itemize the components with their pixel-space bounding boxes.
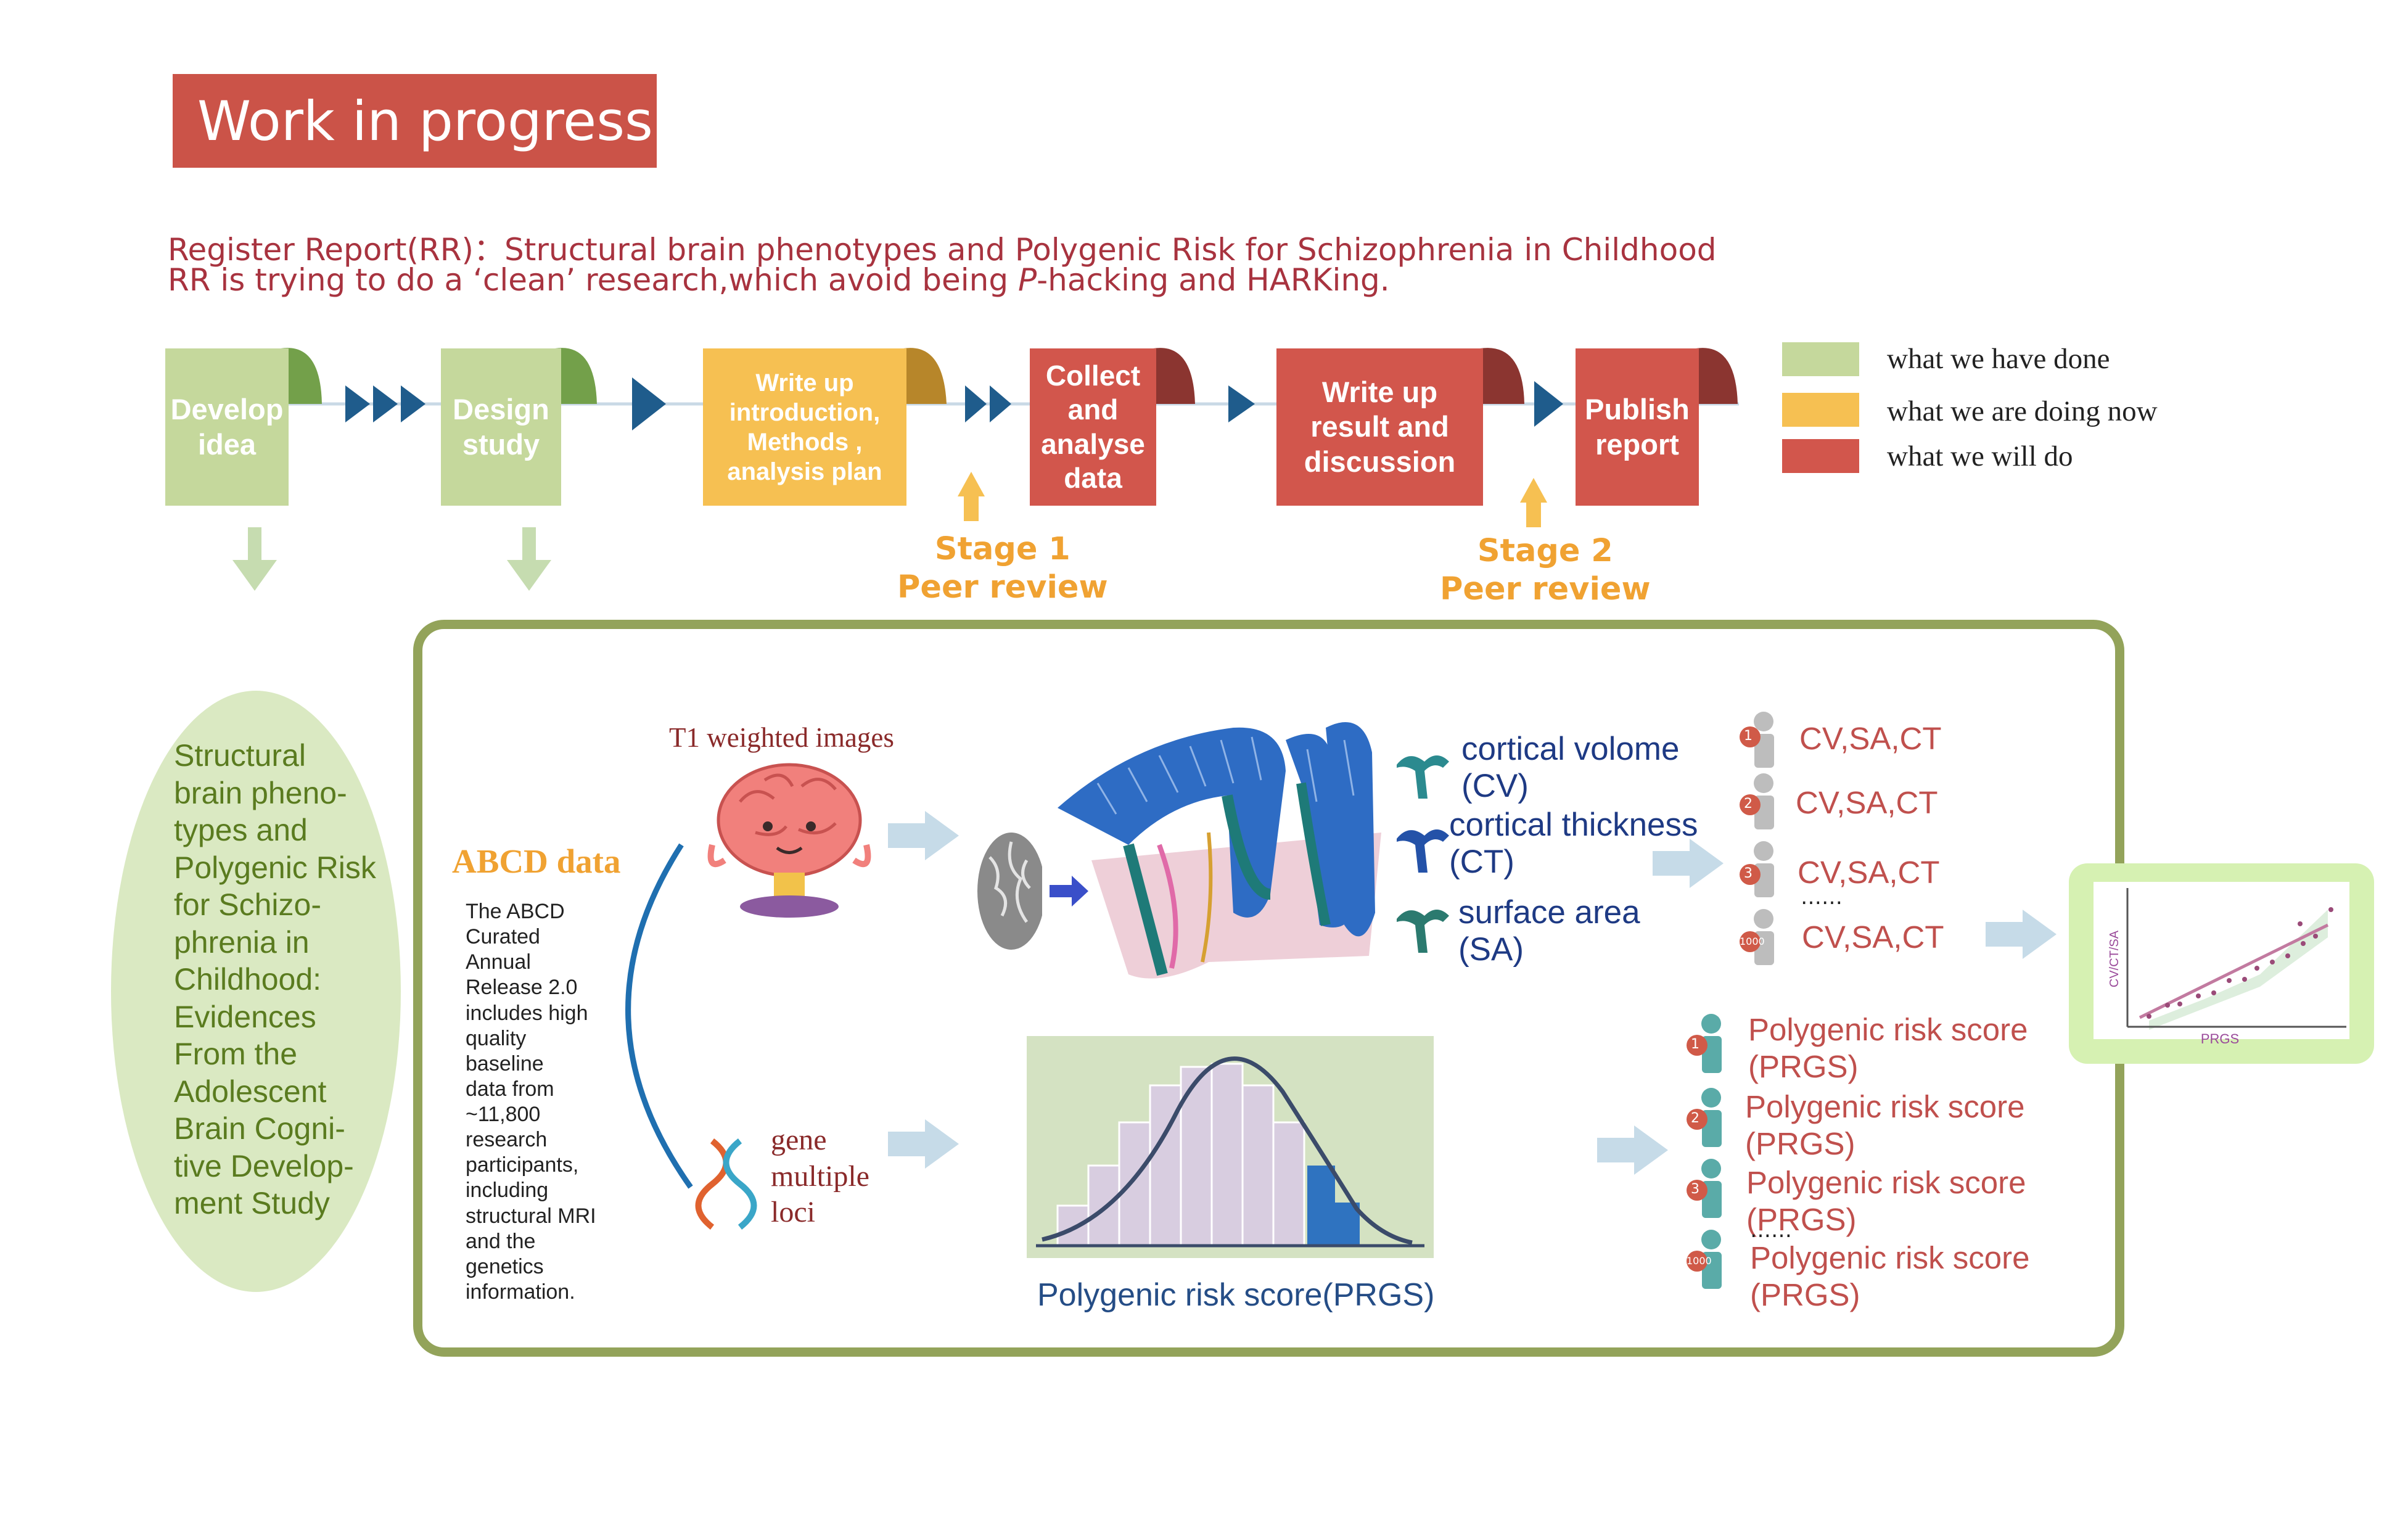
subject-icons-imaging xyxy=(1754,712,1774,965)
down-arrow-2 xyxy=(507,560,551,591)
cap-write-result xyxy=(1480,348,1524,404)
cap-publish xyxy=(1696,348,1738,404)
arrow-3b xyxy=(990,385,1011,422)
plot-ylabel: CV/CT/SA xyxy=(2108,930,2121,987)
plot-xlabel: PRGS xyxy=(2201,1031,2239,1047)
subject-3-prgs: Polygenic risk score (PRGS) xyxy=(1746,1165,2026,1238)
down-arrow-shaft-2 xyxy=(522,527,536,561)
gene-label: gene multiple loci xyxy=(771,1124,869,1229)
gen-subject-id: 1 xyxy=(1691,1037,1699,1052)
subject-1000-prgs: Polygenic risk score (PRGS) xyxy=(1750,1240,2030,1313)
cortex-model-icon xyxy=(1058,722,1381,979)
subject-3-measures: CV,SA,CT xyxy=(1798,855,1940,890)
arrow-1b xyxy=(373,385,398,422)
measure-cv: cortical volome (CV) xyxy=(1461,731,1680,804)
cv-icon xyxy=(1397,755,1449,799)
abcd-description: The ABCD Curated Annual Release 2.0 incl… xyxy=(466,900,596,1304)
study-title-oval xyxy=(111,691,401,1292)
legend-swatch-done xyxy=(1782,342,1859,376)
rr-title: Register Report(RR)：Structural brain phe… xyxy=(168,232,1717,268)
legend-label-done: what we have done xyxy=(1887,343,2110,375)
flow-arrow-measures xyxy=(1653,839,1724,888)
stage1-label: Stage 1 Peer review xyxy=(897,531,1108,606)
study-title: Structural brain pheno- types and Polyge… xyxy=(174,738,376,1220)
stage2-label: Stage 2 Peer review xyxy=(1440,533,1651,608)
legend-label-doing: what we are doing now xyxy=(1887,395,2158,427)
flow-arrow-result xyxy=(1986,910,2057,959)
measure-sa: surface area (SA) xyxy=(1458,894,1640,968)
step-develop-idea: Develop idea xyxy=(165,348,289,506)
brain-character-icon xyxy=(707,763,871,918)
step-collect-data: Collect and analyse data xyxy=(1030,348,1156,506)
subject-icons-genetics xyxy=(1701,1014,1722,1289)
arrow-1a xyxy=(345,385,370,422)
prgs-histogram xyxy=(1027,1036,1434,1258)
measure-ct: cortical thickness (CT) xyxy=(1449,807,1698,880)
dna-icon xyxy=(695,1138,757,1230)
step-design-study: Design study xyxy=(441,348,561,506)
result-scatter-plot: PRGS CV/CT/SA xyxy=(2094,882,2349,1047)
cap-collect xyxy=(1153,348,1195,404)
stage2-up-arrow xyxy=(1520,478,1547,527)
down-arrow-shaft-1 xyxy=(248,527,261,561)
legend-label-will: what we will do xyxy=(1887,440,2073,472)
sa-icon xyxy=(1397,910,1449,953)
rr-description: RR is trying to do a ‘clean’ research,wh… xyxy=(168,262,1390,298)
step-write-intro: Write up introduction, Methods , analysi… xyxy=(703,348,906,506)
stage1-up-arrow xyxy=(958,472,985,521)
arrow-4 xyxy=(1228,385,1255,422)
cap-develop xyxy=(281,348,322,404)
subjects-ellipsis: …… xyxy=(1801,885,1843,910)
img-subject-id: 1000 xyxy=(1740,936,1765,947)
flow-arrow-t1 xyxy=(888,811,959,860)
subject-2-measures: CV,SA,CT xyxy=(1796,785,1938,820)
legend-swatch-doing xyxy=(1782,393,1859,427)
prgs-ellipsis: …… xyxy=(1750,1218,1792,1243)
ct-icon xyxy=(1397,829,1449,873)
step-write-result: Write up result and discussion xyxy=(1276,348,1483,506)
abcd-bracket xyxy=(625,843,693,1189)
img-subject-id: 2 xyxy=(1744,796,1753,812)
work-in-progress-banner: Work in progress xyxy=(173,74,657,168)
cap-design xyxy=(555,348,597,404)
banner-title: Work in progress xyxy=(197,89,653,153)
t1-label: T1 weighted images xyxy=(669,722,894,753)
flow-arrow-gene xyxy=(888,1119,959,1169)
subject-2-prgs: Polygenic risk score (PRGS) xyxy=(1745,1089,2025,1162)
arrow-2 xyxy=(632,377,666,430)
down-arrow-1 xyxy=(232,560,277,591)
gen-subject-id: 2 xyxy=(1691,1111,1699,1126)
img-subject-id: 3 xyxy=(1744,866,1753,881)
subject-1000-measures: CV,SA,CT xyxy=(1802,919,1944,955)
img-subject-id: 1 xyxy=(1744,728,1753,744)
subject-1-measures: CV,SA,CT xyxy=(1799,721,1942,756)
gen-subject-id: 3 xyxy=(1691,1182,1699,1197)
arrow-1c xyxy=(401,385,425,422)
mri-slice-icon xyxy=(977,826,1088,956)
arrow-3a xyxy=(965,385,987,422)
prgs-caption: Polygenic risk score(PRGS) xyxy=(1037,1277,1435,1313)
arrow-5 xyxy=(1534,381,1563,427)
flow-arrow-prgs xyxy=(1597,1125,1668,1175)
abcd-title: ABCD data xyxy=(452,842,621,880)
subject-1-prgs: Polygenic risk score (PRGS) xyxy=(1748,1012,2028,1085)
gen-subject-id: 1000 xyxy=(1687,1255,1712,1267)
cap-write-intro xyxy=(903,348,947,404)
step-publish-report: Publish report xyxy=(1576,348,1699,506)
legend-swatch-will xyxy=(1782,439,1859,473)
